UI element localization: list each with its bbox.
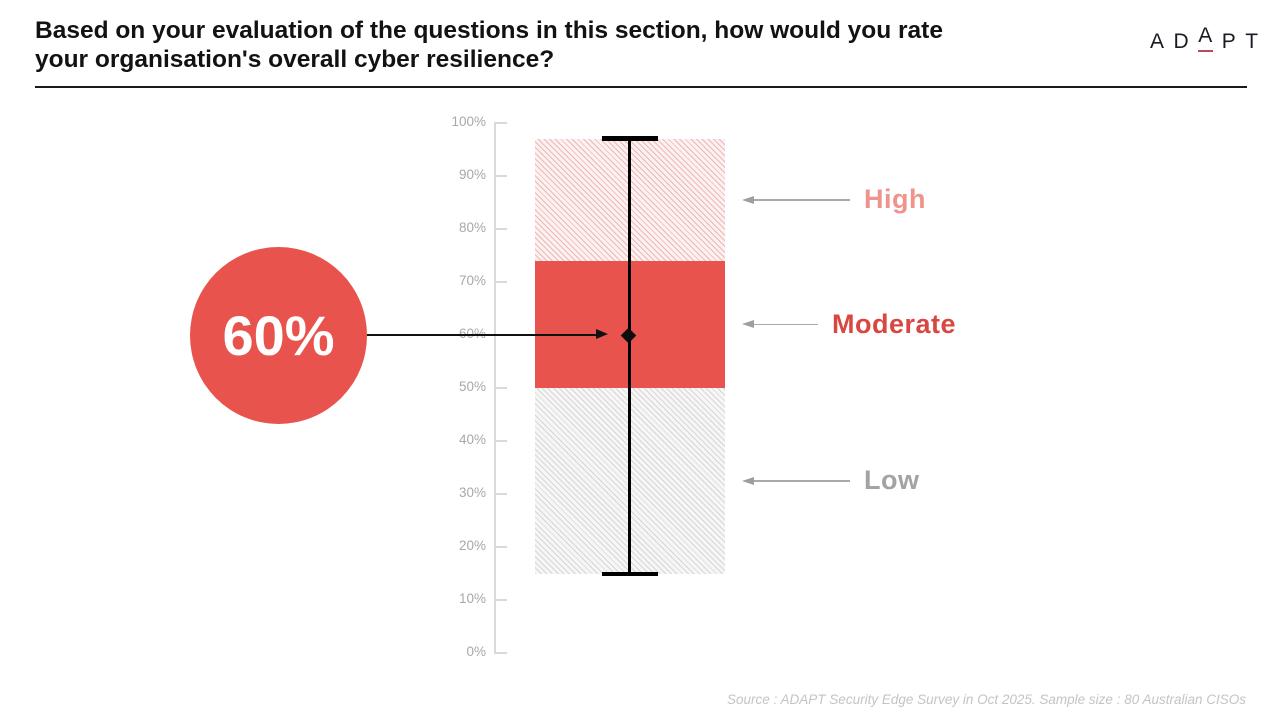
logo-letter: A — [1150, 30, 1165, 53]
y-axis-tick — [494, 440, 507, 442]
y-axis-tick — [494, 599, 507, 601]
y-axis-tick-label: 70% — [458, 273, 486, 288]
y-axis-tick — [494, 387, 507, 389]
page-title-line-1: Based on your evaluation of the question… — [35, 17, 943, 44]
y-axis-tick-label: 60% — [406, 326, 486, 341]
left-arrow-icon — [742, 476, 754, 485]
zone-annotation-high: High — [742, 184, 926, 216]
left-arrow-icon — [742, 195, 754, 204]
y-axis-tick — [494, 281, 507, 283]
arrow-line — [754, 323, 818, 326]
y-axis-tick — [494, 546, 507, 548]
y-axis-tick — [494, 122, 507, 124]
arrow-line — [754, 199, 850, 201]
y-axis-tick — [494, 228, 507, 230]
zone-annotation-low: Low — [742, 465, 920, 497]
arrow-line — [754, 480, 850, 482]
callout-arrow-line — [367, 334, 598, 336]
logo-letter-underlined: A — [1198, 25, 1213, 52]
adapt-logo: A D A P T — [1150, 25, 1259, 53]
y-axis-tick — [494, 493, 507, 495]
zone-label-low: Low — [864, 465, 920, 496]
y-axis-tick-label: 20% — [458, 538, 486, 553]
y-axis-tick-label: 40% — [458, 432, 486, 447]
page-title: Based on your evaluation of the question… — [35, 16, 1115, 75]
whisker-line — [627, 138, 631, 574]
y-axis-tick-label: 50% — [458, 379, 486, 394]
title-divider-line — [35, 86, 1247, 88]
source-note: Source : ADAPT Security Edge Survey in O… — [727, 692, 1246, 707]
y-axis-tick — [494, 175, 507, 177]
left-arrow-icon — [742, 320, 754, 329]
y-axis-tick-label: 10% — [458, 591, 486, 606]
y-axis-tick — [494, 652, 507, 654]
whisker-cap-top — [602, 136, 658, 141]
callout-value: 60% — [222, 303, 335, 367]
y-axis-tick-label: 0% — [466, 644, 486, 659]
callout-arrow-head-icon — [596, 329, 608, 339]
y-axis-tick-label: 80% — [458, 220, 486, 235]
zone-annotation-moderate: Moderate — [742, 308, 956, 340]
zone-label-moderate: Moderate — [832, 308, 957, 339]
logo-letter: T — [1245, 30, 1259, 53]
y-axis-tick-label: 100% — [451, 114, 486, 129]
logo-letter: P — [1221, 30, 1237, 53]
y-axis-tick-label: 90% — [458, 167, 486, 182]
whisker-cap-bottom — [602, 571, 658, 576]
callout-circle: 60% — [190, 246, 367, 424]
y-axis-tick-label: 30% — [458, 485, 486, 500]
page-title-line-2: your organisation's overall cyber resili… — [35, 46, 555, 74]
logo-letter: D — [1173, 30, 1190, 53]
zone-label-high: High — [864, 184, 926, 215]
